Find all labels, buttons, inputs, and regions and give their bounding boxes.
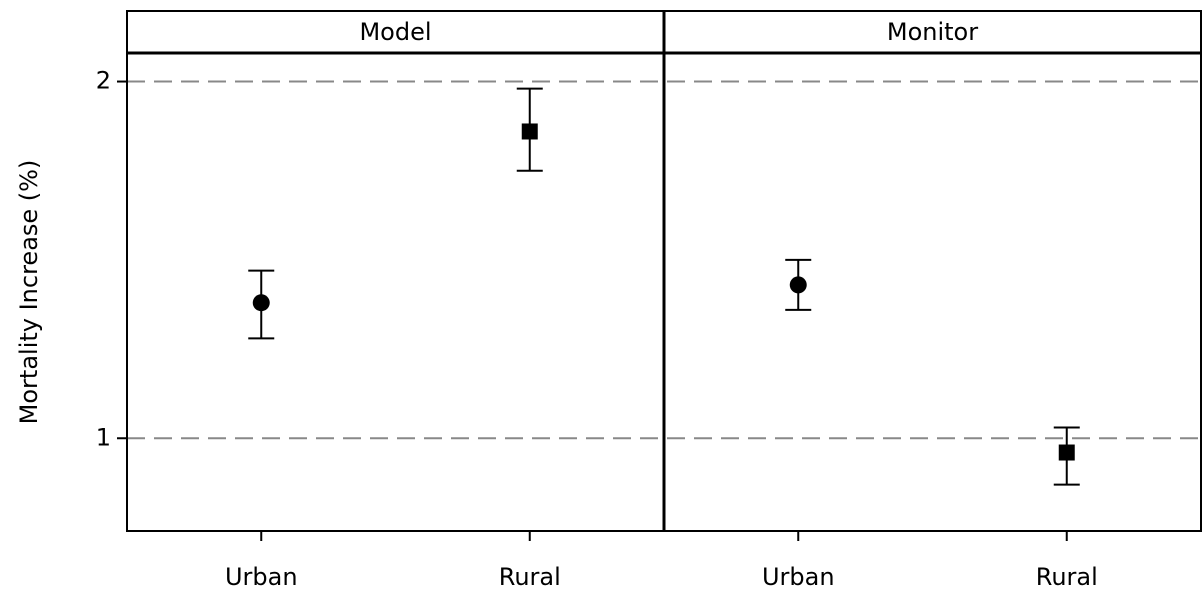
panel-frame (126, 52, 665, 532)
strip (126, 10, 665, 54)
point (252, 294, 270, 312)
x-tick-label: Rural (499, 563, 561, 591)
x-tick-label: Urban (762, 563, 835, 591)
panel-title: Monitor (887, 18, 978, 46)
point (1058, 444, 1075, 461)
strip (663, 10, 1202, 54)
point (521, 123, 538, 140)
panel-title: Model (359, 18, 431, 46)
y-tick-label: 2 (96, 67, 111, 95)
x-tick-label: Rural (1036, 563, 1098, 591)
panel-frame (663, 52, 1202, 532)
y-tick-label: 1 (96, 423, 111, 451)
point (789, 276, 807, 294)
y-axis-label: Mortality Increase (%) (15, 160, 43, 425)
x-tick-label: Urban (225, 563, 298, 591)
